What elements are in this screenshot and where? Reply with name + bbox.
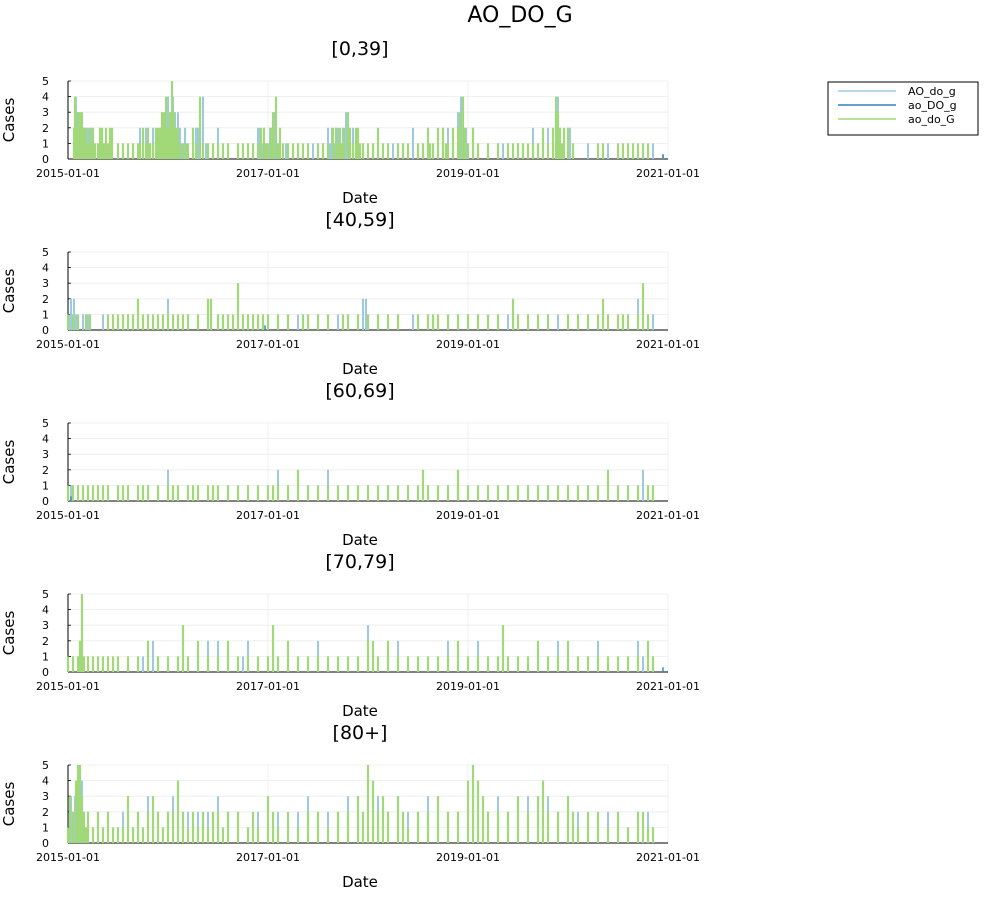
series-ao_do_G xyxy=(66,283,650,330)
y-axis-label: Cases xyxy=(0,611,18,656)
y-tick-label: 4 xyxy=(42,775,49,788)
x-tick-label: 2019-01-01 xyxy=(436,167,500,180)
series-ao_do_G xyxy=(72,81,650,159)
x-axis-label: Date xyxy=(342,360,378,378)
x-tick-label: 2015-01-01 xyxy=(36,851,100,864)
y-tick-label: 5 xyxy=(42,246,49,259)
legend-label: ao_DO_g xyxy=(908,99,957,112)
subplot: [80+] 0 1 2 3 4 5 2015-01-01 2017-01-01 2019-01-0… xyxy=(0,722,700,891)
x-tick-label: 2021-01-01 xyxy=(636,509,700,522)
y-tick-label: 5 xyxy=(42,588,49,601)
subplot: [40,59] 0 1 2 3 4 5 2015-01-01 2017-01-01 2019-01… xyxy=(0,209,700,378)
subplot-title: [70,79] xyxy=(325,551,394,573)
y-tick-label: 0 xyxy=(42,324,49,337)
y-tick-label: 4 xyxy=(42,433,49,446)
y-tick-label: 1 xyxy=(42,137,49,150)
y-tick-label: 4 xyxy=(42,262,49,275)
y-axis-label: Cases xyxy=(0,98,18,143)
x-tick-label: 2021-01-01 xyxy=(636,167,700,180)
x-tick-label: 2017-01-01 xyxy=(236,509,300,522)
y-tick-label: 3 xyxy=(42,790,49,803)
subplot: [70,79] 0 1 2 3 4 5 2015-01-01 2017-01-01 2019-01… xyxy=(0,551,700,720)
y-tick-label: 0 xyxy=(42,495,49,508)
y-tick-label: 2 xyxy=(42,293,49,306)
x-axis-label: Date xyxy=(342,873,378,891)
x-tick-label: 2017-01-01 xyxy=(236,338,300,351)
x-tick-label: 2017-01-01 xyxy=(236,680,300,693)
y-tick-label: 3 xyxy=(42,448,49,461)
y-tick-label: 1 xyxy=(42,479,49,492)
y-tick-label: 3 xyxy=(42,619,49,632)
x-tick-label: 2015-01-01 xyxy=(36,509,100,522)
x-tick-label: 2021-01-01 xyxy=(636,851,700,864)
y-axis-label: Cases xyxy=(0,440,18,485)
y-tick-label: 4 xyxy=(42,604,49,617)
x-axis-label: Date xyxy=(342,189,378,207)
series-ao_do_G xyxy=(66,594,655,672)
y-tick-label: 2 xyxy=(42,464,49,477)
x-tick-label: 2015-01-01 xyxy=(36,338,100,351)
series-ao_do_G xyxy=(66,765,655,843)
y-tick-label: 0 xyxy=(42,666,49,679)
legend-label: ao_do_G xyxy=(908,113,955,126)
y-tick-label: 1 xyxy=(42,821,49,834)
x-axis-label: Date xyxy=(342,531,378,549)
subplot: [60,69] 0 1 2 3 4 5 2015-01-01 2017-01-01 2019-01… xyxy=(0,380,700,549)
y-tick-label: 5 xyxy=(42,75,49,88)
x-tick-label: 2019-01-01 xyxy=(436,338,500,351)
y-axis-label: Cases xyxy=(0,269,18,314)
y-tick-label: 2 xyxy=(42,635,49,648)
x-tick-label: 2015-01-01 xyxy=(36,167,100,180)
figure-title: AO_DO_G xyxy=(467,3,572,28)
x-axis-label: Date xyxy=(342,702,378,720)
y-tick-label: 1 xyxy=(42,308,49,321)
x-tick-label: 2021-01-01 xyxy=(636,680,700,693)
subplot-title: [40,59] xyxy=(325,209,394,231)
y-tick-label: 0 xyxy=(42,837,49,850)
legend-label: AO_do_g xyxy=(908,85,956,98)
y-tick-label: 5 xyxy=(42,759,49,772)
x-tick-label: 2019-01-01 xyxy=(436,680,500,693)
y-tick-label: 3 xyxy=(42,277,49,290)
legend: AO_do_gao_DO_gao_do_G xyxy=(827,81,979,136)
subplot: [0,39] 0 1 2 3 4 5 2015-01-01 2017-01-01 2019-01-… xyxy=(0,38,700,207)
x-tick-label: 2019-01-01 xyxy=(436,509,500,522)
subplot-title: [0,39] xyxy=(331,38,388,60)
y-tick-label: 3 xyxy=(42,106,49,119)
y-tick-label: 2 xyxy=(42,806,49,819)
subplot-title: [60,69] xyxy=(325,380,394,402)
chart-panels: [0,39] 0 1 2 3 4 5 2015-01-01 2017-01-01 2019-01-… xyxy=(0,38,700,891)
y-tick-label: 4 xyxy=(42,91,49,104)
subplot-title: [80+] xyxy=(333,722,388,744)
x-tick-label: 2019-01-01 xyxy=(436,851,500,864)
series-ao_do_G xyxy=(66,469,655,501)
y-tick-label: 5 xyxy=(42,417,49,430)
x-tick-label: 2017-01-01 xyxy=(236,851,300,864)
y-tick-label: 1 xyxy=(42,650,49,663)
y-tick-label: 2 xyxy=(42,122,49,135)
x-tick-label: 2015-01-01 xyxy=(36,680,100,693)
y-axis-label: Cases xyxy=(0,782,18,827)
series-AO_do_g xyxy=(72,625,654,672)
y-tick-label: 0 xyxy=(42,153,49,166)
x-tick-label: 2021-01-01 xyxy=(636,338,700,351)
x-tick-label: 2017-01-01 xyxy=(236,167,300,180)
